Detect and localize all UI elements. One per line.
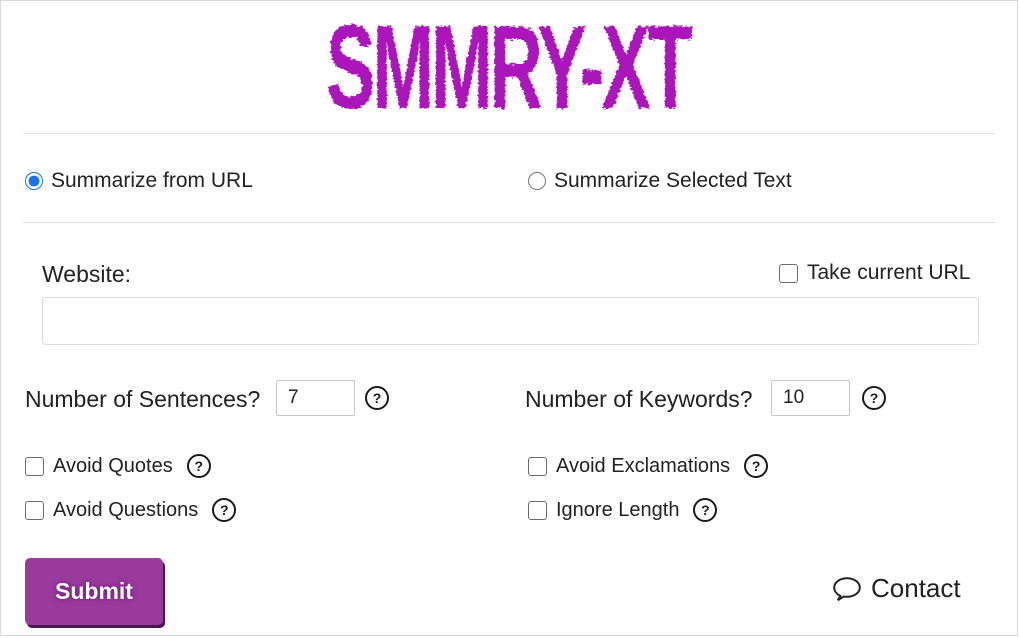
svg-text:SMMRY-XT: SMMRY-XT bbox=[326, 20, 693, 110]
